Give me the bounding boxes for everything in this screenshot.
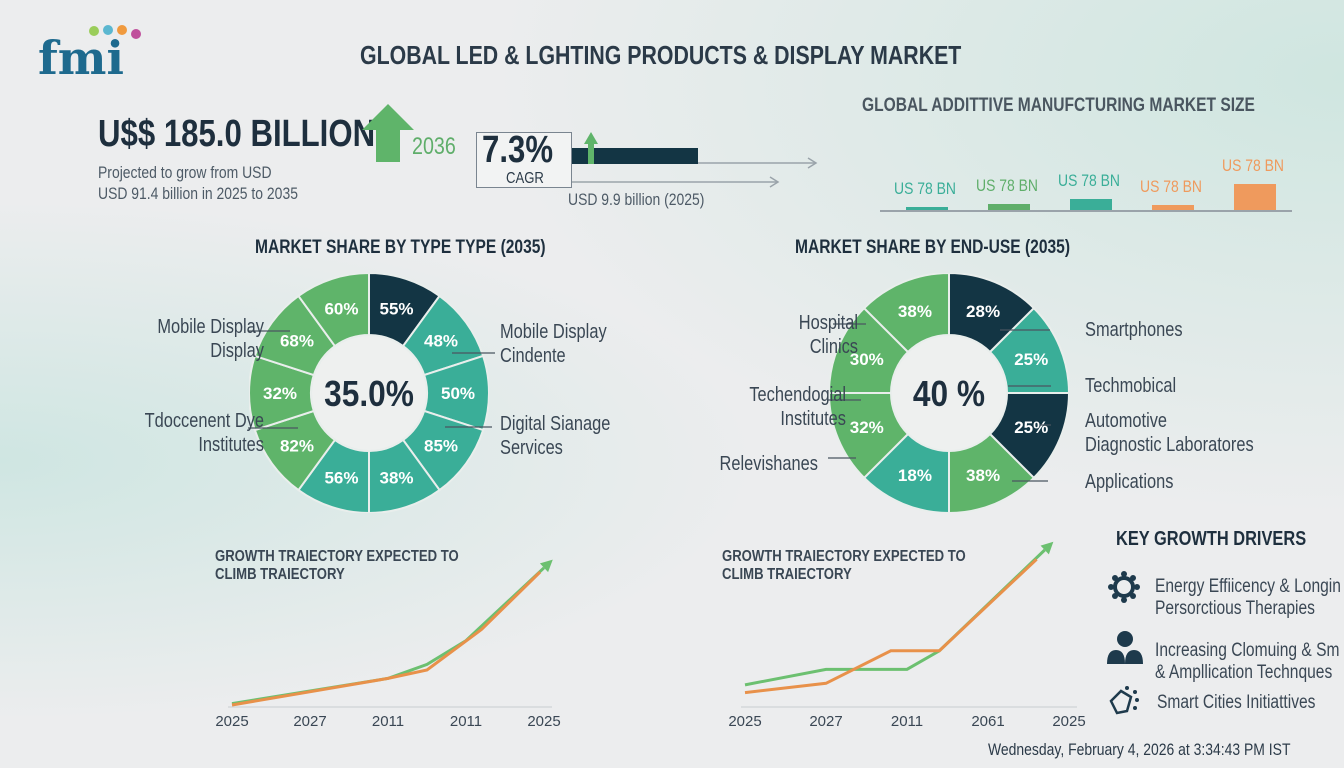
callout-automotive: Automotive Diagnostic Laboratores	[1085, 410, 1254, 456]
x-tick-label: 2011	[372, 713, 404, 730]
donut-segment-label: 28%	[966, 302, 1000, 321]
market-size-bar-label: US 78 BN	[1140, 177, 1202, 196]
x-tick-label: 2025	[215, 713, 248, 730]
fmi-logo: fmi	[38, 25, 141, 82]
driver-energy-efficiency: Energy Effiicency & Longin Persorctious T…	[1155, 576, 1341, 619]
market-size-bar-label: US 78 BN	[1058, 171, 1120, 190]
donut-segment-label: 68%	[280, 332, 314, 351]
donut-segment-label: 32%	[263, 384, 297, 403]
callout-techmobical: Techmobical	[1085, 375, 1177, 397]
timestamp: Wednesday, February 4, 2026 at 3:34:43 P…	[988, 740, 1291, 759]
cagr-value: 7.3%	[482, 129, 554, 171]
callout-applications: Applications	[1085, 471, 1174, 493]
donut-segment-label: 50%	[441, 384, 475, 403]
market-size-bar	[988, 204, 1030, 210]
gear-icon	[1108, 571, 1140, 603]
type-share-title: MARKET SHARE BY TYPE TYPE (2035)	[255, 237, 546, 258]
market-size-bar-label: US 78 BN	[976, 176, 1038, 195]
callout-mobile-display-cindente: Mobile Display Cindente	[500, 321, 607, 367]
growth-series-line	[231, 566, 546, 706]
donut-segment-label: 82%	[280, 436, 314, 455]
donut-segment-label: 30%	[850, 350, 884, 369]
growth-series-line	[744, 548, 1046, 687]
growth-line-chart-right: 2025 2027 2011 2061 2025	[728, 541, 1086, 730]
x-tick-label: 2025	[728, 713, 761, 730]
market-size-bar	[1234, 184, 1276, 210]
drivers-title: KEY GROWTH DRIVERS	[1116, 528, 1307, 550]
page-title: GLOBAL LED & LGHTING PRODUCTS & DISPLAY …	[360, 40, 962, 70]
x-tick-label: 2011	[450, 713, 482, 730]
callout-smartphones: Smartphones	[1085, 319, 1183, 341]
enduse-share-donut: 28% 25% 25% 38% 18% 32% 30% 38% 40 %	[829, 273, 1069, 513]
driver-increasing-computing: Increasing Clomuing & Sm & Ampllication T…	[1155, 640, 1340, 683]
market-size-bar	[1070, 199, 1112, 210]
x-tick-label: 2027	[293, 713, 326, 730]
market-size-bars: US 78 BN US 78 BN US 78 BN US 78 BN US 78 BN	[880, 150, 1292, 214]
donut-segment-label: 25%	[1014, 350, 1048, 369]
growth-chart-title-right: GROWTH TRAIECTORY EXPECTED TO CLIMB TRAIE…	[722, 548, 966, 583]
cagr-label: CAGR	[506, 170, 544, 187]
callout-relevishanes: Relevishanes	[719, 453, 818, 475]
headline-year: 2036	[412, 133, 456, 160]
donut-segment-label: 18%	[898, 466, 932, 485]
donut-center-value: 40 %	[913, 374, 985, 414]
growth-series-line	[744, 558, 1038, 695]
donut-segment-label: 25%	[1014, 418, 1048, 437]
projection-text: Projected to grow from USD USD 91.4 billi…	[98, 163, 298, 203]
users-icon	[1107, 631, 1143, 664]
market-size-bar-label: US 78 BN	[894, 179, 956, 198]
cagr-bar-graphic	[572, 132, 818, 188]
donut-segment	[862, 273, 950, 354]
callout-mobile-display: Mobile Display Display	[157, 316, 264, 362]
x-tick-label: 2025	[527, 713, 560, 730]
x-tick-label: 2011	[891, 713, 923, 730]
growth-line-chart-left: 2025 2027 2011 2011 2025	[215, 559, 561, 730]
callout-tdoccenent-dye: Tdoccenent Dye Institutes	[144, 410, 264, 456]
donut-segment	[297, 273, 370, 348]
x-tick-label: 2025	[1052, 713, 1085, 730]
callout-digital-signage: Digital Sianage Services	[500, 413, 611, 459]
market-size-bar	[906, 207, 948, 210]
market-size-axis	[880, 210, 1292, 212]
donut-segment-label: 48%	[424, 332, 458, 351]
growth-series-line	[231, 570, 542, 707]
donut-segment-label: 55%	[379, 299, 413, 318]
market-size-bar	[1152, 205, 1194, 210]
donut-segment-label: 38%	[898, 302, 932, 321]
x-tick-label: 2027	[809, 713, 842, 730]
svg-text:fmi: fmi	[38, 31, 124, 82]
smart-city-icon	[1109, 686, 1139, 715]
donut-segment-label: 60%	[324, 299, 358, 318]
market-size-bar-label: US 78 BN	[1222, 156, 1284, 175]
up-arrow-icon	[362, 104, 414, 162]
donut-hole	[312, 336, 426, 450]
type-share-donut: 55% 48% 50% 85% 38% 56% 82% 32% 68% 60% 35.0%	[249, 273, 489, 513]
donut-hole	[892, 336, 1006, 450]
donut-center-value: 35.0%	[324, 374, 414, 414]
donut-segment-label: 38%	[379, 469, 413, 488]
donut-segment-label: 56%	[324, 469, 358, 488]
arrowhead-icon	[539, 559, 553, 573]
donut-segment-label: 38%	[966, 466, 1000, 485]
donut-segment-label: 85%	[424, 436, 458, 455]
cagr-base-value: USD 9.9 billion (2025)	[568, 190, 705, 209]
x-tick-label: 2061	[971, 713, 1004, 730]
arrowhead-icon	[1040, 541, 1054, 555]
callout-techendogial: Techendogial Institutes	[749, 384, 846, 430]
headline-value: U$$ 185.0 BILLION	[98, 113, 376, 155]
donut-segment-label: 32%	[850, 418, 884, 437]
cagr-box	[476, 132, 572, 188]
market-size-title: GLOBAL ADDITTIVE MANUFCTURING MARKET SIZ…	[862, 95, 1255, 116]
callout-hospital-clinics: Hospital Clinics	[798, 312, 858, 358]
enduse-share-title: MARKET SHARE BY END-USE (2035)	[795, 237, 1071, 258]
growth-chart-title-left: GROWTH TRAIECTORY EXPECTED TO CLIMB TRAIE…	[215, 548, 459, 583]
driver-smart-cities: Smart Cities Initiattives	[1157, 692, 1316, 713]
